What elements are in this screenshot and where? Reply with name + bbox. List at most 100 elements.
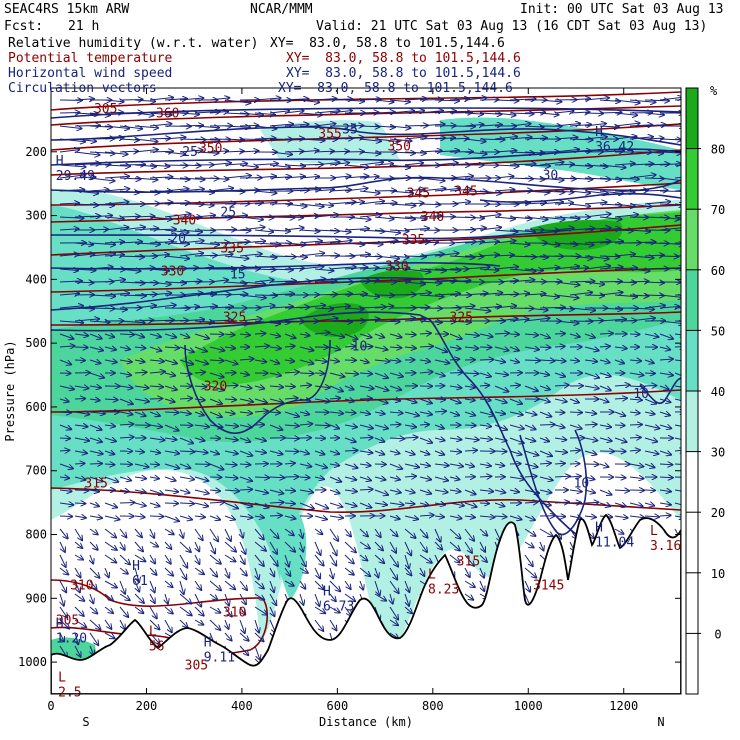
circulation-vector bbox=[164, 203, 190, 204]
extremum-value: 9.11 bbox=[204, 651, 235, 666]
circulation-vector bbox=[284, 503, 295, 504]
circulation-vector bbox=[449, 138, 468, 139]
colorbar-label: 80 bbox=[711, 143, 725, 157]
circulation-vector bbox=[419, 151, 442, 152]
circulation-vector bbox=[479, 113, 502, 114]
circulation-vector bbox=[344, 217, 371, 219]
circulation-vector bbox=[674, 216, 681, 219]
circulation-vector bbox=[134, 191, 159, 193]
circulation-vector bbox=[299, 176, 319, 178]
colorbar-swatch bbox=[686, 633, 698, 694]
circulation-vector bbox=[89, 152, 115, 154]
circulation-vector bbox=[149, 165, 169, 166]
circulation-vector bbox=[614, 254, 635, 256]
circulation-vector bbox=[464, 217, 484, 218]
circulation-vector bbox=[389, 191, 413, 193]
circulation-vector bbox=[239, 489, 252, 490]
circulation-vector bbox=[314, 281, 336, 282]
circulation-vector bbox=[359, 268, 378, 269]
circulation-vector bbox=[299, 204, 324, 207]
plot-area bbox=[51, 88, 681, 694]
circulation-vector bbox=[479, 503, 489, 504]
circulation-vector bbox=[539, 217, 565, 219]
circulation-vector bbox=[344, 308, 363, 309]
circulation-vector bbox=[644, 202, 670, 204]
circulation-vector bbox=[569, 256, 592, 258]
circulation-vector bbox=[239, 241, 265, 243]
extremum-kind: H bbox=[132, 559, 140, 574]
circulation-vector bbox=[314, 318, 338, 321]
circulation-vector bbox=[674, 294, 681, 296]
x-tick-label: 400 bbox=[231, 699, 253, 713]
circulation-vector bbox=[464, 293, 488, 295]
y-tick-label: 400 bbox=[25, 272, 47, 286]
circulation-vector bbox=[119, 139, 139, 140]
circulation-vector bbox=[449, 242, 476, 243]
circulation-vector bbox=[89, 267, 113, 269]
extremum-value: 56 bbox=[149, 640, 165, 655]
colorbar-swatch bbox=[686, 512, 698, 573]
extremum-value: 11.04 bbox=[595, 536, 634, 551]
circulation-vector bbox=[524, 165, 550, 166]
circulation-vector bbox=[629, 125, 652, 126]
init-time: Init: 00 UTC Sat 03 Aug 13 bbox=[520, 2, 724, 17]
circulation-vector bbox=[59, 281, 82, 282]
circulation-vector bbox=[329, 190, 351, 191]
circulation-vector bbox=[479, 255, 499, 256]
circulation-vector bbox=[494, 137, 517, 139]
circulation-vector bbox=[404, 256, 426, 257]
theta-contour bbox=[51, 389, 681, 413]
circulation-vector bbox=[554, 124, 580, 126]
circulation-vector bbox=[419, 424, 429, 425]
wind-contour bbox=[51, 126, 681, 146]
circulation-vector bbox=[299, 230, 319, 231]
circulation-vector bbox=[179, 189, 204, 191]
circulation-vector bbox=[284, 243, 306, 245]
circulation-vector bbox=[674, 176, 681, 179]
circulation-vector bbox=[59, 150, 79, 152]
circulation-vector bbox=[224, 100, 250, 103]
circulation-vector bbox=[284, 268, 304, 269]
circulation-vector bbox=[269, 321, 290, 322]
circulation-vector bbox=[629, 175, 656, 179]
circulation-vector bbox=[344, 254, 370, 256]
circulation-vector bbox=[434, 294, 460, 295]
circulation-vector bbox=[119, 242, 142, 243]
circulation-vector bbox=[539, 162, 563, 165]
circulation-vector bbox=[59, 126, 82, 129]
colorbar-label: 70 bbox=[711, 203, 725, 217]
circulation-vector bbox=[554, 203, 573, 204]
circulation-vector bbox=[614, 204, 635, 206]
circulation-vector bbox=[134, 216, 155, 217]
circulation-vector bbox=[599, 112, 622, 113]
circulation-vector bbox=[524, 112, 545, 113]
colorbar-label: 50 bbox=[711, 324, 725, 338]
circulation-vector bbox=[299, 305, 325, 308]
circulation-vector bbox=[449, 189, 471, 191]
circulation-vector bbox=[239, 319, 262, 321]
circulation-vector bbox=[584, 124, 606, 126]
circulation-vector bbox=[254, 138, 276, 139]
circulation-vector bbox=[509, 113, 534, 114]
circulation-vector bbox=[314, 269, 333, 271]
theta-label: 305 bbox=[94, 102, 117, 117]
wind-contour bbox=[184, 339, 331, 434]
circulation-vector bbox=[479, 139, 505, 140]
circulation-vector bbox=[344, 294, 367, 295]
circulation-vector bbox=[284, 111, 304, 113]
circulation-vector bbox=[269, 281, 296, 282]
circulation-vector bbox=[569, 112, 589, 113]
circulation-vector bbox=[224, 191, 245, 192]
circulation-vector bbox=[644, 100, 669, 101]
circulation-vector bbox=[449, 176, 473, 178]
y-tick-label: 300 bbox=[25, 209, 47, 223]
circulation-vector bbox=[149, 269, 169, 271]
circulation-vector bbox=[59, 293, 79, 295]
rh-mid-patch bbox=[270, 498, 307, 600]
circulation-vector bbox=[74, 347, 88, 348]
circulation-vector bbox=[104, 308, 127, 310]
circulation-vector bbox=[404, 307, 429, 308]
circulation-vector bbox=[344, 267, 367, 269]
circulation-vector bbox=[509, 293, 529, 295]
circulation-vector bbox=[644, 282, 664, 283]
